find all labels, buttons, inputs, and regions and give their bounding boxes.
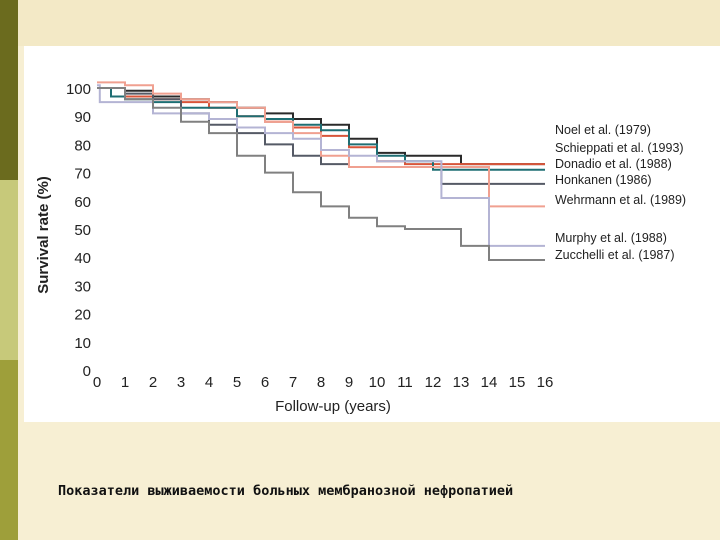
x-tick-label: 8 [317, 374, 325, 391]
chart-panel: 0 10 20 30 40 50 60 70 80 90 100 0 1 2 3 4 5 6 7 8 9 10 11 12 13… [24, 46, 720, 422]
x-axis-label: Follow-up (years) [275, 398, 391, 415]
x-tick-label: 11 [397, 374, 413, 391]
slide-top-band [18, 0, 720, 46]
legend-label: Donadio et al. (1988) [555, 157, 672, 171]
y-tick-label: 30 [74, 278, 91, 295]
x-tick-label: 1 [121, 374, 129, 391]
y-tick-label: 100 [66, 81, 91, 98]
x-tick-label: 14 [481, 374, 498, 391]
legend-label: Noel et al. (1979) [555, 123, 651, 137]
y-tick-label: 70 [74, 166, 91, 183]
x-tick-label: 16 [537, 374, 554, 391]
x-tick-label: 9 [345, 374, 353, 391]
x-tick-label: 7 [289, 374, 297, 391]
legend-label: Wehrmann et al. (1989) [555, 193, 686, 207]
x-tick-label: 10 [369, 374, 386, 391]
legend-label: Murphy et al. (1988) [555, 231, 667, 245]
slide-caption: Показатели выживаемости больных мембрано… [58, 483, 514, 499]
side-accent-middle [0, 180, 18, 360]
y-tick-label: 60 [74, 194, 91, 211]
y-tick-label: 40 [74, 250, 91, 267]
x-tick-label: 4 [205, 374, 213, 391]
x-tick-label: 3 [177, 374, 185, 391]
y-tick-label: 80 [74, 137, 91, 154]
series-line [97, 81, 545, 208]
y-tick-label: 20 [74, 307, 91, 324]
legend-label: Zucchelli et al. (1987) [555, 248, 675, 262]
series-line [97, 87, 545, 261]
x-tick-label: 15 [509, 374, 526, 391]
y-tick-label: 50 [74, 222, 91, 239]
y-axis-label: Survival rate (%) [35, 176, 52, 294]
x-tick-label: 2 [149, 374, 157, 391]
x-tick-label: 12 [425, 374, 442, 391]
legend-label: Schieppati et al. (1993) [555, 141, 684, 155]
x-tick-label: 13 [453, 374, 470, 391]
series-line [97, 84, 545, 247]
y-tick-label: 10 [74, 335, 91, 352]
y-tick-label: 90 [74, 109, 91, 126]
x-tick-label: 6 [261, 374, 269, 391]
legend-label: Honkanen (1986) [555, 173, 652, 187]
side-accent-top [0, 0, 18, 180]
x-tick-label: 0 [93, 374, 101, 391]
side-accent-bottom [0, 360, 18, 540]
x-tick-label: 5 [233, 374, 241, 391]
y-tick-label: 0 [83, 363, 91, 380]
